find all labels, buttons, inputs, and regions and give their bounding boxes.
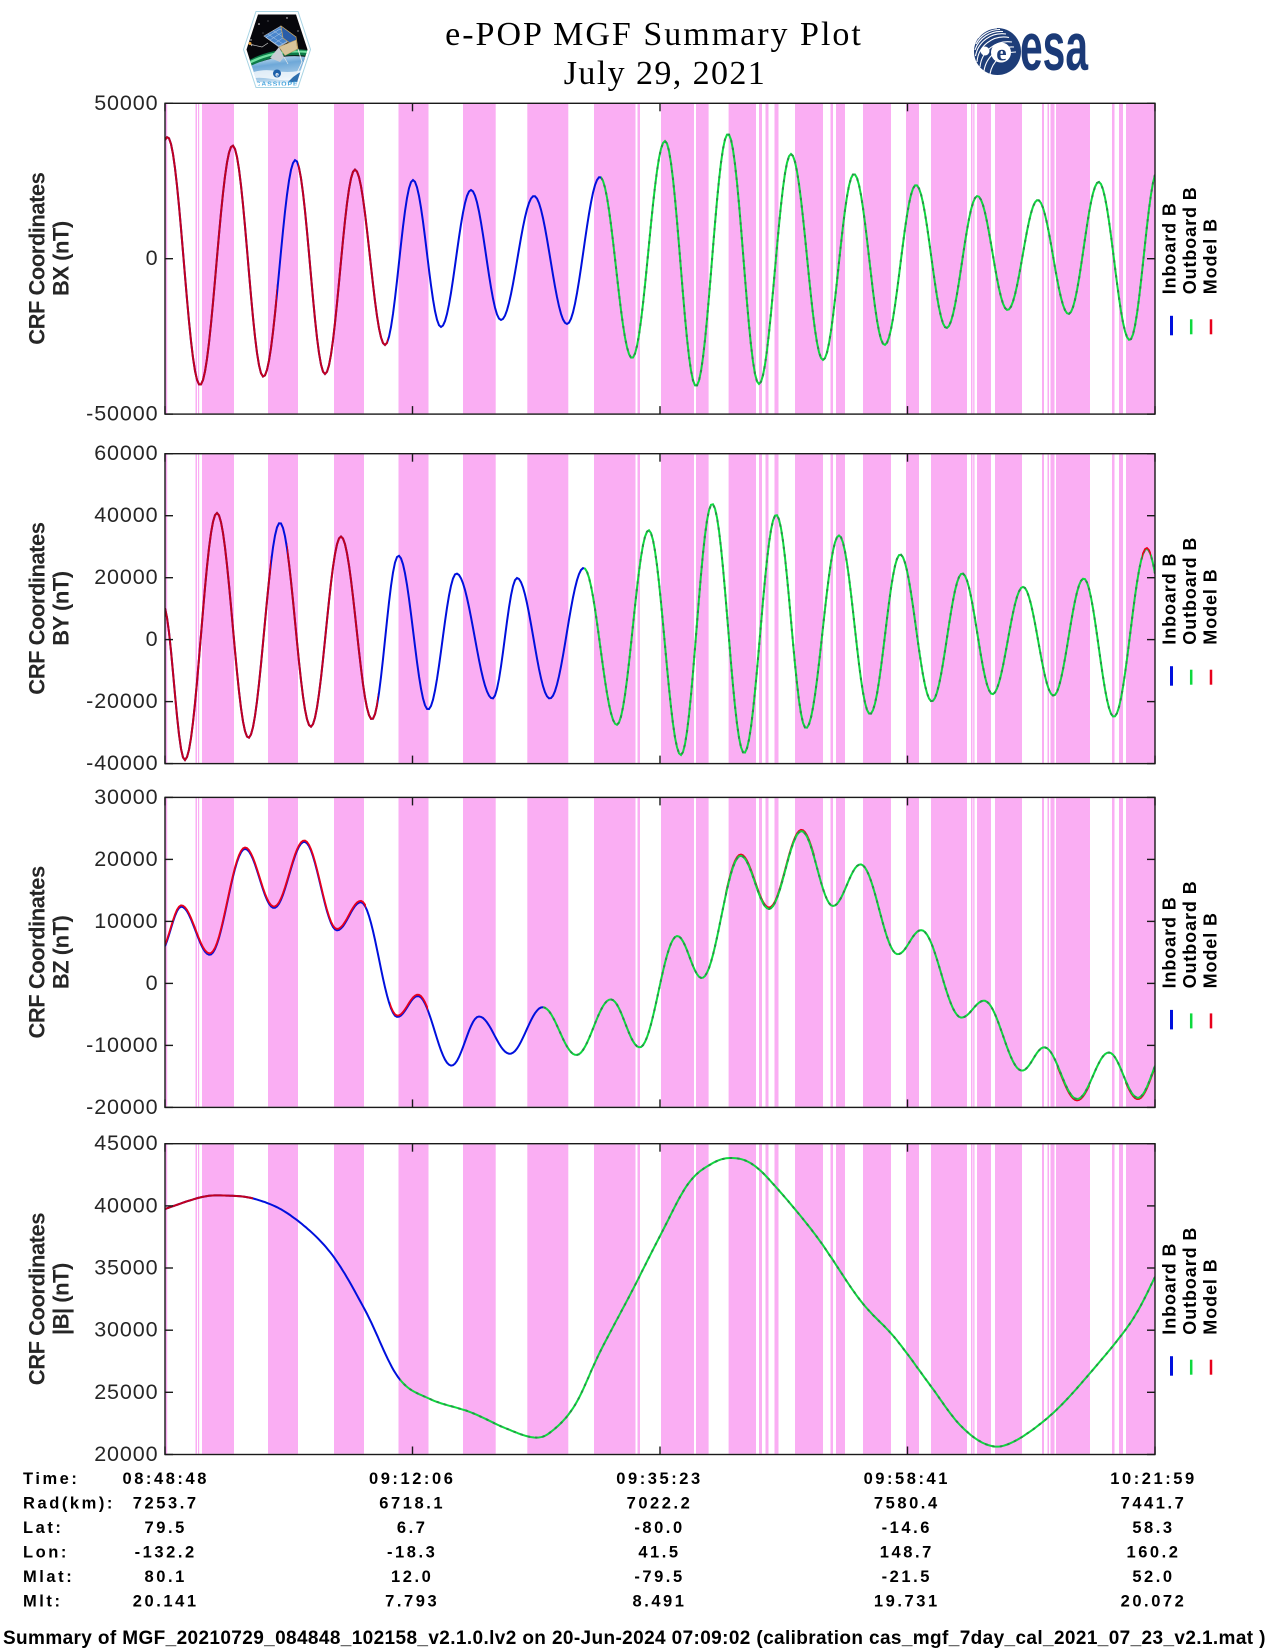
svg-text:-50000: -50000	[86, 402, 158, 426]
svg-text:41.5: 41.5	[638, 1544, 680, 1562]
svg-text:20.072: 20.072	[1121, 1593, 1187, 1611]
svg-text:CRF Coordinates: CRF Coordinates	[25, 522, 50, 694]
svg-text:Outboard B: Outboard B	[1180, 1227, 1200, 1335]
svg-text:Time:: Time:	[23, 1470, 79, 1488]
svg-text:Inboard B: Inboard B	[1160, 202, 1180, 294]
svg-text:BY (nT): BY (nT)	[49, 571, 74, 645]
svg-text:CRF Coordinates: CRF Coordinates	[25, 1213, 50, 1385]
svg-text:8.491: 8.491	[632, 1593, 686, 1611]
svg-text:Inboard B: Inboard B	[1160, 1243, 1180, 1335]
svg-text:79.5: 79.5	[145, 1519, 187, 1537]
svg-text:-79.5: -79.5	[634, 1568, 684, 1586]
svg-text:6718.1: 6718.1	[379, 1495, 445, 1513]
svg-text:e: e	[275, 71, 279, 78]
svg-text:-18.3: -18.3	[387, 1544, 437, 1562]
svg-text:-132.2: -132.2	[135, 1544, 197, 1562]
svg-text:CRF Coordinates: CRF Coordinates	[25, 866, 50, 1038]
svg-text:25000: 25000	[94, 1380, 158, 1404]
svg-text:Inboard B: Inboard B	[1160, 896, 1180, 988]
svg-text:10:21:59: 10:21:59	[1110, 1470, 1196, 1488]
svg-text:12.0: 12.0	[391, 1568, 433, 1586]
svg-text:Mlat:: Mlat:	[23, 1568, 74, 1586]
svg-text:19.731: 19.731	[874, 1593, 940, 1611]
svg-text:10000: 10000	[94, 909, 158, 933]
svg-text:-10000: -10000	[86, 1033, 158, 1057]
svg-text:-14.6: -14.6	[882, 1519, 932, 1537]
svg-text:40000: 40000	[94, 503, 158, 527]
svg-text:7.793: 7.793	[385, 1593, 439, 1611]
svg-text:-20000: -20000	[86, 689, 158, 713]
svg-text:CRF Coordinates: CRF Coordinates	[25, 172, 50, 344]
svg-text:BZ (nT): BZ (nT)	[49, 915, 74, 989]
svg-text:30000: 30000	[94, 785, 158, 809]
svg-text:45000: 45000	[94, 1131, 158, 1155]
svg-text:148.7: 148.7	[880, 1544, 934, 1562]
svg-text:-80.0: -80.0	[634, 1519, 684, 1537]
svg-text:30000: 30000	[94, 1318, 158, 1342]
svg-text:-20000: -20000	[86, 1095, 158, 1119]
svg-text:Model B: Model B	[1201, 568, 1221, 644]
svg-text:7022.2: 7022.2	[627, 1495, 693, 1513]
svg-text:Outboard B: Outboard B	[1180, 880, 1200, 988]
svg-text:0: 0	[146, 971, 159, 995]
svg-text:35000: 35000	[94, 1256, 158, 1280]
svg-text:80.1: 80.1	[145, 1568, 187, 1586]
svg-text:July 29, 2021: July 29, 2021	[564, 55, 766, 92]
svg-text:Rad(km):: Rad(km):	[23, 1495, 115, 1513]
svg-text:7580.4: 7580.4	[874, 1495, 940, 1513]
svg-text:60000: 60000	[94, 441, 158, 465]
svg-text:esa: esa	[1020, 9, 1089, 85]
svg-text:Summary of MGF_20210729_084848: Summary of MGF_20210729_084848_102158_v2…	[3, 1628, 1266, 1649]
svg-text:20000: 20000	[94, 1442, 158, 1466]
svg-text:6.7: 6.7	[397, 1519, 428, 1537]
svg-text:Lat:: Lat:	[23, 1519, 63, 1537]
svg-text:Inboard B: Inboard B	[1160, 553, 1180, 645]
svg-text:Outboard B: Outboard B	[1180, 537, 1200, 645]
svg-text:e: e	[996, 41, 1006, 66]
svg-text:-40000: -40000	[86, 751, 158, 775]
svg-text:20000: 20000	[94, 847, 158, 871]
svg-text:-21.5: -21.5	[882, 1568, 932, 1586]
svg-text:Model B: Model B	[1201, 218, 1221, 294]
svg-text:Model B: Model B	[1201, 912, 1221, 988]
svg-text:Model B: Model B	[1201, 1258, 1221, 1334]
svg-text:Lon:: Lon:	[23, 1544, 69, 1562]
svg-text:|B| (nT): |B| (nT)	[49, 1263, 74, 1335]
svg-text:09:12:06: 09:12:06	[369, 1470, 455, 1488]
svg-text:CASSIOPE: CASSIOPE	[255, 81, 298, 88]
svg-text:160.2: 160.2	[1126, 1544, 1180, 1562]
svg-text:52.0: 52.0	[1132, 1568, 1174, 1586]
svg-text:Mlt:: Mlt:	[23, 1593, 63, 1611]
svg-text:0: 0	[146, 627, 159, 651]
svg-text:09:35:23: 09:35:23	[616, 1470, 702, 1488]
svg-text:20.141: 20.141	[133, 1593, 199, 1611]
svg-text:08:48:48: 08:48:48	[122, 1470, 208, 1488]
svg-text:e-POP MGF Summary Plot: e-POP MGF Summary Plot	[445, 16, 863, 53]
svg-text:7253.7: 7253.7	[133, 1495, 199, 1513]
svg-text:20000: 20000	[94, 565, 158, 589]
svg-text:Outboard B: Outboard B	[1180, 186, 1200, 294]
svg-text:50000: 50000	[94, 91, 158, 115]
svg-text:09:58:41: 09:58:41	[864, 1470, 950, 1488]
svg-text:58.3: 58.3	[1132, 1519, 1174, 1537]
svg-text:0: 0	[146, 246, 159, 270]
svg-text:BX (nT): BX (nT)	[49, 221, 74, 296]
svg-text:40000: 40000	[94, 1193, 158, 1217]
svg-text:7441.7: 7441.7	[1121, 1495, 1187, 1513]
